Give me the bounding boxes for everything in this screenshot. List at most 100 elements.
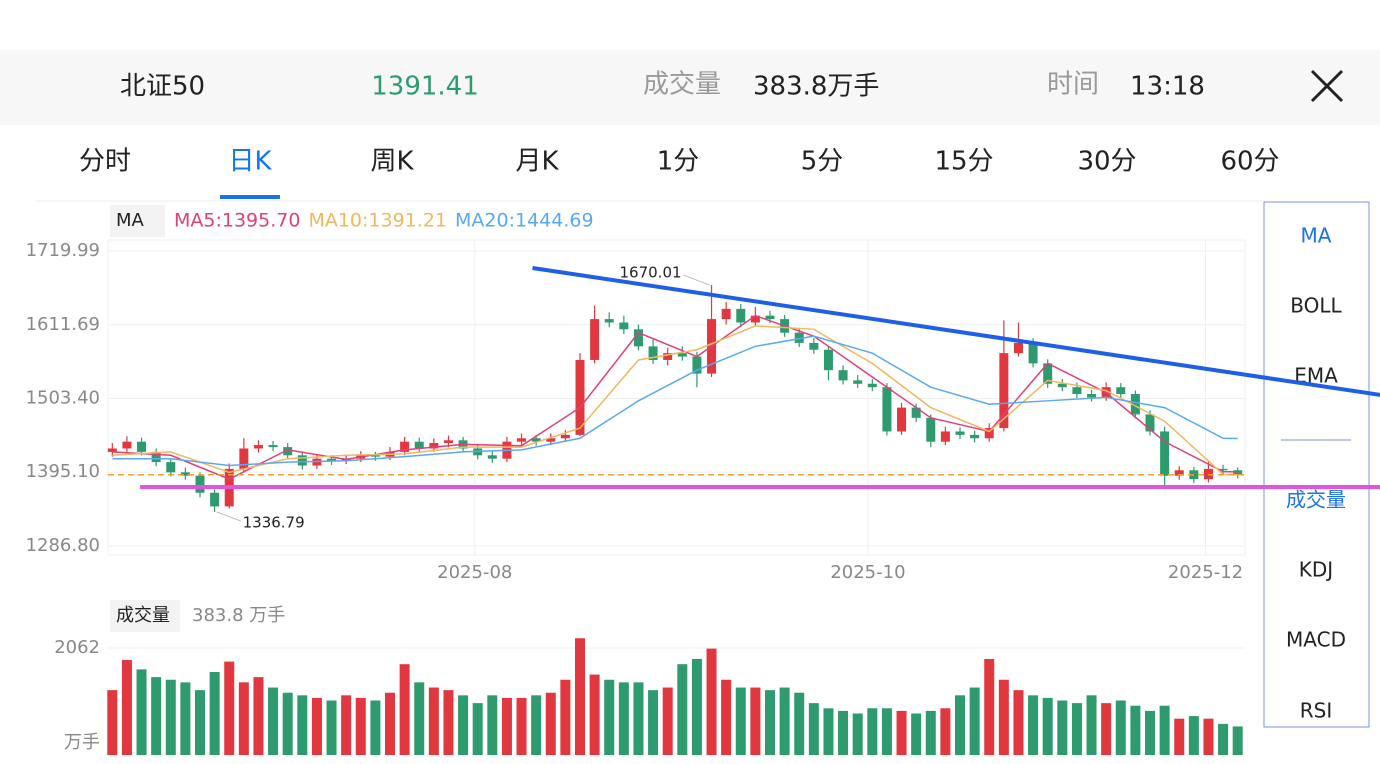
volume-bar: [1174, 718, 1185, 755]
candle-body: [765, 315, 775, 320]
volume-bar: [940, 708, 951, 755]
volume-bar: [136, 669, 147, 755]
volume-bar: [180, 682, 191, 755]
candle-body: [1072, 387, 1082, 395]
candle-body: [867, 383, 877, 388]
tab[interactable]: 5分: [801, 147, 844, 177]
x-tick-label: 2025-08: [437, 562, 512, 583]
volume-bar: [1057, 700, 1068, 755]
volume-bar: [1130, 705, 1141, 755]
candle-body: [823, 349, 833, 371]
candle-body: [1174, 470, 1184, 476]
candle-body: [531, 438, 541, 442]
volume-bar: [238, 682, 249, 755]
volume-bar: [326, 700, 337, 755]
volume-bar: [691, 659, 702, 755]
candle-body: [838, 370, 848, 381]
volume-bar: [545, 692, 556, 755]
volume-bar: [765, 690, 775, 755]
tab[interactable]: 月K: [515, 147, 559, 177]
volume-bar: [618, 682, 629, 755]
time: 13:18: [1130, 72, 1205, 102]
indicator-option[interactable]: MACD: [1286, 628, 1346, 652]
indicator-name: MA: [116, 210, 145, 231]
candle-body: [107, 448, 117, 452]
volume-bar: [984, 659, 995, 755]
unit-label: 万手: [64, 732, 100, 753]
index-name: 北证50: [120, 72, 205, 102]
volume-subtitle: 383.8 万手: [192, 605, 285, 626]
indicator-option[interactable]: MA: [1301, 224, 1332, 248]
tab[interactable]: 1分: [657, 147, 700, 177]
candle-body: [984, 428, 994, 439]
volume-bar: [224, 661, 235, 755]
candle-body: [809, 342, 819, 350]
tab[interactable]: 15分: [934, 147, 993, 177]
volume-bar: [560, 679, 571, 755]
x-tick-label: 2025-10: [830, 562, 905, 583]
volume-bar: [531, 695, 542, 755]
candle-body: [970, 434, 980, 439]
tab[interactable]: 周K: [370, 147, 414, 177]
tab[interactable]: 日K: [228, 147, 272, 177]
volume-bar: [1071, 703, 1082, 755]
volume-bar: [165, 679, 176, 755]
tab[interactable]: 分时: [79, 147, 131, 177]
volume-bar: [516, 697, 527, 755]
volume-bar: [209, 671, 220, 755]
volume-bar: [151, 677, 162, 755]
volume-bar: [808, 703, 819, 755]
candle-body: [151, 451, 161, 463]
volume-bar: [1115, 700, 1126, 755]
volume-bar: [867, 708, 878, 755]
candle-body: [239, 448, 249, 469]
candle-body: [400, 441, 410, 452]
close-button[interactable]: [1305, 64, 1349, 108]
volume-bar: [969, 687, 980, 755]
candle-body: [853, 380, 863, 384]
indicator-option[interactable]: KDJ: [1299, 558, 1333, 582]
callout-line: [216, 511, 241, 522]
candle-body: [911, 407, 921, 418]
volume-bar: [925, 710, 936, 755]
volume-bar: [735, 687, 746, 755]
candle-body: [897, 407, 907, 432]
indicator-option[interactable]: BOLL: [1290, 294, 1342, 318]
volume-bar: [311, 697, 322, 755]
tab[interactable]: 30分: [1077, 147, 1136, 177]
candle-body: [180, 472, 190, 476]
volume-bar: [1101, 703, 1112, 755]
candle-body: [1116, 387, 1126, 395]
candle-body: [210, 492, 220, 507]
price: 1391.41: [371, 72, 479, 102]
volume-bar: [1028, 695, 1039, 755]
candle-body: [122, 441, 132, 449]
volume-bar: [589, 674, 600, 755]
legend-entry: MA10:1391.21: [308, 210, 447, 232]
x-tick-label: 2025-12: [1168, 562, 1243, 583]
candle-body: [1145, 414, 1155, 432]
volume-bar: [1013, 690, 1024, 755]
ma-box: [110, 205, 165, 237]
volume-bar: [750, 687, 761, 755]
volume-bar: [1232, 726, 1243, 755]
volume-bar: [355, 697, 366, 755]
ma-line: [112, 314, 1238, 480]
tab[interactable]: 60分: [1220, 147, 1279, 177]
volume-bar: [428, 687, 439, 755]
volume-bar: [253, 677, 264, 755]
candle-body: [137, 441, 147, 452]
volume-bar: [1042, 697, 1053, 755]
indicator-option[interactable]: RSI: [1300, 699, 1333, 723]
volume-bar: [385, 692, 395, 755]
volume-bar: [838, 710, 849, 755]
volume-bar: [121, 660, 132, 755]
indicator-option[interactable]: 成交量: [1286, 488, 1346, 512]
candle-body: [283, 447, 293, 456]
volume-bar: [1203, 718, 1214, 755]
candle-body: [166, 462, 176, 473]
volume-bar: [297, 695, 308, 755]
volume-bar: [911, 713, 922, 755]
volume-bar: [955, 695, 965, 755]
